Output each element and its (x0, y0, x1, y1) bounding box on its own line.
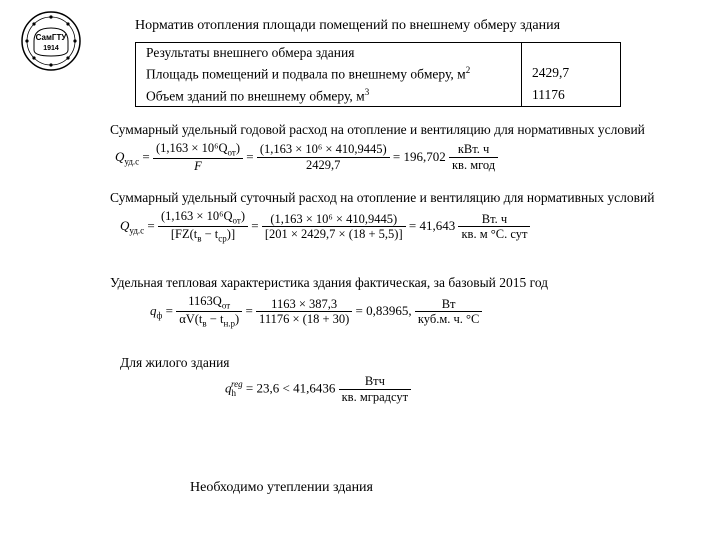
section-3-heading: Удельная тепловая характеристика здания … (110, 275, 548, 291)
table-label: Объем зданий по внешнему обмеру, м3 (136, 85, 522, 107)
svg-text:СамГТУ: СамГТУ (36, 33, 68, 42)
section-2-heading: Суммарный удельный суточный расход на от… (110, 190, 654, 206)
table-row: Площадь помещений и подвала по внешнему … (136, 63, 621, 85)
table-label: Площадь помещений и подвала по внешнему … (136, 63, 522, 85)
table-row: Объем зданий по внешнему обмеру, м3 1117… (136, 85, 621, 107)
formula-1: Qуд.с = (1,163 × 10⁶Qот) F = (1,163 × 10… (115, 142, 498, 174)
table-label: Результаты внешнего обмера здания (136, 43, 522, 64)
formula-4: qhreg = 23,6 < 41,6436 Втч кв. мградсут (225, 375, 411, 404)
svg-text:1914: 1914 (43, 45, 59, 52)
conclusion-text: Необходимо утеплении здания (190, 480, 373, 496)
table-value: 11176 (522, 85, 621, 107)
table-value (522, 43, 621, 64)
measurements-table: Результаты внешнего обмера здания Площад… (135, 42, 621, 107)
formula-3: qф = 1163Qот αV(tв − tн.р) = 1163 × 387,… (150, 295, 482, 329)
section-1-heading: Суммарный удельный годовой расход на ото… (110, 122, 645, 138)
university-logo: СамГТУ 1914 (20, 10, 82, 72)
table-row: Результаты внешнего обмера здания (136, 43, 621, 64)
page-title: Норматив отопления площади помещений по … (135, 18, 560, 34)
section-4-heading: Для жилого здания (120, 355, 230, 371)
table-value: 2429,7 (522, 63, 621, 85)
formula-2: Qуд.с = (1,163 × 10⁶Qот) [FZ(tв − tср)] … (120, 210, 530, 244)
